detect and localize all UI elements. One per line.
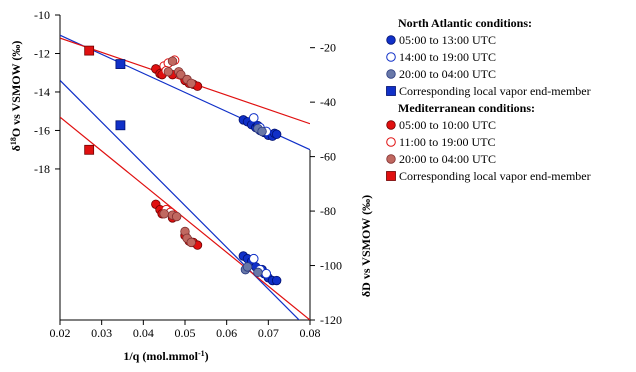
y-top-tick-label: -14 <box>34 85 50 99</box>
data-points <box>84 45 282 286</box>
legend-label: 05:00 to 10:00 UTC <box>399 118 496 132</box>
bottom-blue_grey-point <box>253 267 263 278</box>
x-tick-label: 0.04 <box>133 326 154 340</box>
legend-label: 20:00 to 04:00 UTC <box>399 67 496 81</box>
top-red_grey-point <box>163 67 174 77</box>
x-tick-label: 0.02 <box>50 326 71 340</box>
y-bottom-tick-label: -20 <box>320 41 336 55</box>
bottom-blue_square-point <box>115 120 126 131</box>
x-tick-label: 0.03 <box>91 326 112 340</box>
bottom-blue_open-point <box>261 268 272 279</box>
x-tick-label: 0.07 <box>258 326 279 340</box>
x-tick-label: 0.05 <box>175 326 196 340</box>
top-blue_square-point <box>115 59 126 69</box>
y-bottom-tick-label: -100 <box>320 259 342 273</box>
legend-label: 20:00 to 04:00 UTC <box>399 152 496 166</box>
legend-label: 05:00 to 13:00 UTC <box>399 33 496 47</box>
bottom-red_grey-point <box>159 209 169 219</box>
bottom-blue_open-point <box>248 253 259 264</box>
legend-north-atlantic-heading: North Atlantic conditions: <box>398 16 532 30</box>
top-blue_open-point <box>248 113 259 123</box>
top-blue_grey-point <box>257 126 267 137</box>
top-red_grey-point <box>186 78 196 89</box>
y-bottom-tick-label: -120 <box>320 313 342 327</box>
legend: North Atlantic conditions: 05:00 to 13:00… <box>386 16 591 183</box>
top-red_grey-point <box>176 69 186 80</box>
legend-marker-blue_grey <box>386 69 396 79</box>
legend-marker-blue_square <box>386 86 396 96</box>
legend-marker-red_open <box>386 137 396 147</box>
bottom-red_grey-point <box>186 237 196 248</box>
legend-label: 11:00 to 19:00 UTC <box>399 135 496 149</box>
y-bottom-tick-label: -40 <box>320 95 336 109</box>
axes: 0.02 0.03 0.04 0.05 0.06 0.07 0.08 -10 -12 -14 -16… <box>34 8 342 340</box>
y-top-tick-label: -16 <box>34 123 50 137</box>
legend-marker-red <box>386 120 396 130</box>
y-axis-title-dd: δD vs VSMOW (‰) <box>359 195 373 297</box>
x-tick-label: 0.08 <box>300 326 321 340</box>
bottom-red_grey-point <box>171 211 182 222</box>
legend-marker-blue_open <box>386 52 396 62</box>
bottom-red_square-point <box>84 144 95 155</box>
legend-marker-red_square <box>386 171 396 181</box>
y-top-tick-label: -10 <box>34 8 50 22</box>
y-top-tick-label: -12 <box>34 46 50 60</box>
bottom-blue-regression-line <box>60 79 300 320</box>
x-tick-label: 0.06 <box>216 326 237 340</box>
legend-mediterranean-heading: Mediterranean conditions: <box>398 101 535 115</box>
bottom-blue_grey-point <box>242 262 253 272</box>
bottom-red-regression-line <box>60 116 310 320</box>
legend-label: Corresponding local vapor end-member <box>399 84 591 98</box>
y-bottom-tick-label: -60 <box>320 150 336 164</box>
legend-label: Corresponding local vapor end-member <box>399 169 591 183</box>
x-axis-title: 1/q (mol.mmol-1) <box>123 349 208 364</box>
y-axis-title-d18o: δ18O vs VSMOW (‰) <box>9 41 24 152</box>
y-top-tick-label: -18 <box>34 162 50 176</box>
legend-marker-blue <box>386 35 396 45</box>
bottom-blue-point <box>271 275 282 286</box>
legend-label: 14:00 to 19:00 UTC <box>399 50 496 64</box>
top-red_square-point <box>84 45 95 56</box>
top-blue-point <box>271 129 282 140</box>
y-bottom-tick-label: -80 <box>320 204 336 218</box>
legend-marker-red_grey <box>386 154 396 164</box>
top-red_grey-point <box>167 56 178 66</box>
